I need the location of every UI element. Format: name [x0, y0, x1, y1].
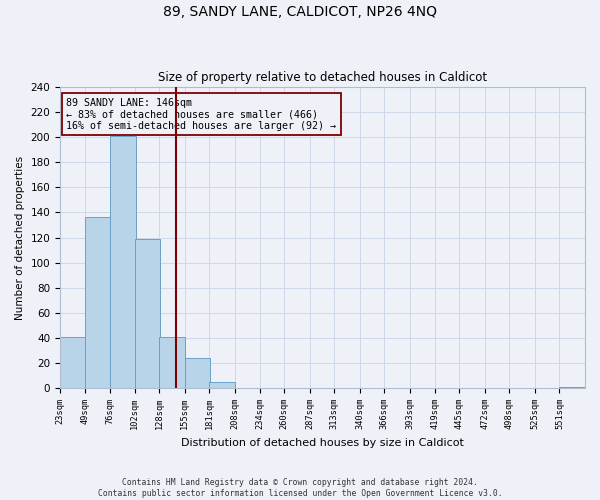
Bar: [160, 336, 185, 388]
Bar: [209, 382, 235, 388]
Bar: [85, 218, 110, 388]
Bar: [559, 386, 585, 388]
Y-axis label: Number of detached properties: Number of detached properties: [15, 156, 25, 320]
Title: Size of property relative to detached houses in Caldicot: Size of property relative to detached ho…: [158, 72, 487, 85]
Bar: [185, 358, 211, 388]
Text: 89 SANDY LANE: 146sqm
← 83% of detached houses are smaller (466)
16% of semi-det: 89 SANDY LANE: 146sqm ← 83% of detached …: [67, 98, 337, 131]
Text: Contains HM Land Registry data © Crown copyright and database right 2024.
Contai: Contains HM Land Registry data © Crown c…: [98, 478, 502, 498]
Bar: [110, 136, 136, 388]
Bar: [60, 336, 86, 388]
X-axis label: Distribution of detached houses by size in Caldicot: Distribution of detached houses by size …: [181, 438, 464, 448]
Text: 89, SANDY LANE, CALDICOT, NP26 4NQ: 89, SANDY LANE, CALDICOT, NP26 4NQ: [163, 5, 437, 19]
Bar: [135, 239, 160, 388]
